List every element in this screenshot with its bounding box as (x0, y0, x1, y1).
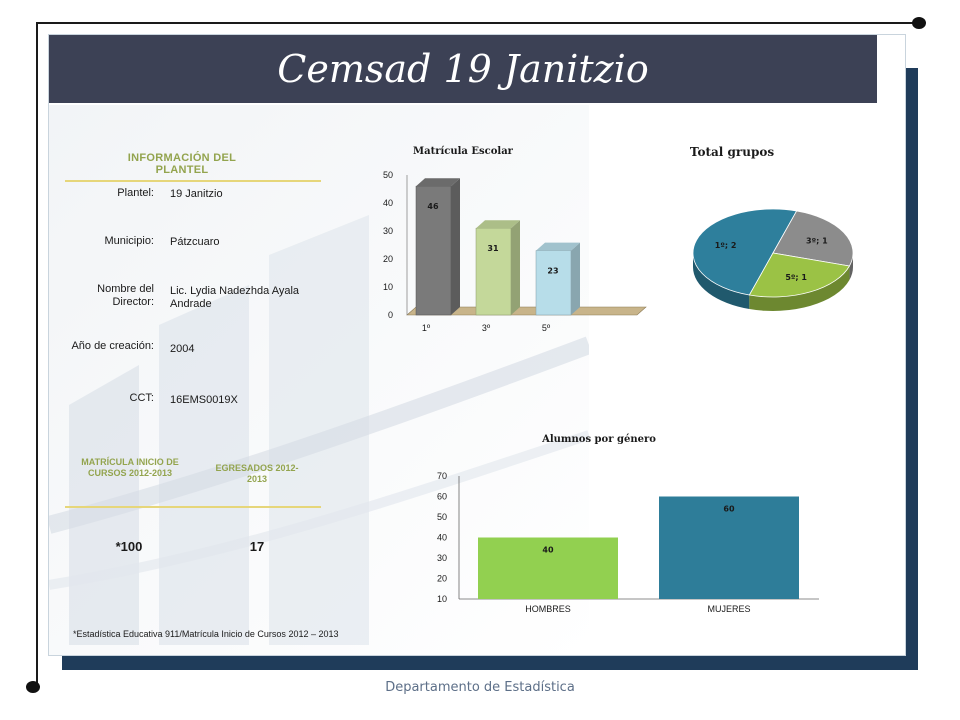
enrollment-bar (535, 250, 572, 316)
cct-value: 16EMS0019X (170, 394, 238, 406)
municipio-label: Municipio: (104, 235, 154, 247)
gender-category-label: MUJERES (707, 604, 750, 614)
info-heading: INFORMACIÓN DEL PLANTEL (127, 152, 237, 176)
gender-y-tick: 50 (437, 512, 447, 522)
matricula-heading: MATRÍCULA INICIO DE CURSOS 2012-2013 (81, 457, 179, 478)
enrollment-data-label: 46 (427, 202, 439, 211)
groups-slice (772, 210, 854, 267)
enrollment-data-label: 31 (487, 244, 499, 253)
enrollment-y-tick: 20 (383, 254, 393, 264)
gender-y-tick: 20 (437, 574, 447, 584)
footnote: *Estadística Educativa 911/Matrícula Ini… (73, 629, 339, 639)
enrollment-bar-top (416, 178, 460, 187)
director-label: Nombre del Director: (97, 283, 154, 308)
gender-category-label: HOMBRES (525, 604, 571, 614)
enrollment-y-tick: 40 (383, 198, 393, 208)
enrollment-bar (475, 227, 512, 316)
municipio-value: Pátzcuaro (170, 236, 220, 248)
gender-bar (659, 496, 799, 599)
enrollment-y-tick: 50 (383, 170, 393, 180)
enrollment-bar-side (511, 220, 520, 315)
page-title: Cemsad 19 Janitzio (277, 47, 649, 91)
creation-year-value: 2004 (170, 343, 195, 355)
gender-bar (478, 537, 618, 599)
egresados-heading: EGRESADOS 2012-2013 (215, 463, 299, 484)
groups-chart: Total grupos 1º; 2 3º; 1 5º; 1 (690, 145, 854, 311)
cct-label: CCT: (129, 392, 154, 404)
enrollment-chart-title: Matrícula Escolar (413, 146, 514, 157)
enrollment-bar-top (476, 220, 520, 229)
groups-slice-label: 5º; 1 (785, 273, 807, 282)
enrollment-bar-side (571, 242, 580, 315)
creation-year-label: Año de creación: (71, 340, 154, 352)
enrollment-bar-side (451, 178, 460, 315)
gender-y-tick: 30 (437, 553, 447, 563)
groups-slice (692, 208, 798, 296)
groups-slice-side (693, 253, 750, 310)
title-bar: Cemsad 19 Janitzio (49, 35, 877, 103)
gender-data-label: 60 (723, 505, 735, 514)
egresados-value: 17 (249, 539, 265, 554)
gender-y-tick: 60 (437, 492, 447, 502)
gender-data-label: 40 (542, 546, 554, 555)
groups-slice (748, 252, 851, 298)
enrollment-category-label: 1º (422, 323, 431, 333)
info-divider-top (65, 180, 321, 182)
enrollment-y-tick: 30 (383, 226, 393, 236)
enrollment-y-tick: 10 (383, 282, 393, 292)
enrollment-y-tick: 0 (388, 310, 393, 320)
frame-left-line (36, 22, 38, 688)
main-panel: Cemsad 19 Janitzio INFORMACIÓN DEL PLANT… (48, 34, 906, 656)
director-value: Lic. Lydia Nadezhda Ayala Andrade (170, 285, 300, 310)
enrollment-chart: Matrícula Escolar 0 10 20 30 40 50 46 1º 31 3º 23 5… (383, 146, 647, 333)
gender-chart: Alumnos por género 10 20 30 40 50 60 70 40 HOMBR… (437, 434, 819, 614)
frame-top-line (36, 22, 918, 24)
frame-dot-top-right (912, 17, 926, 29)
gender-y-tick: 40 (437, 533, 447, 543)
plantel-value: 19 Janitzio (170, 188, 223, 200)
footer-department: Departamento de Estadística (385, 680, 575, 695)
gender-plot: 10 20 30 40 50 60 70 40 HOMBRES 60 MUJERES (437, 471, 819, 614)
background-graphic (49, 105, 589, 655)
enrollment-data-label: 23 (547, 267, 558, 276)
enrollment-category-label: 3º (482, 323, 491, 333)
groups-slice-label: 1º; 2 (715, 241, 737, 250)
plantel-label: Plantel: (117, 187, 154, 199)
groups-pie: 1º; 2 3º; 1 5º; 1 (692, 208, 854, 311)
groups-chart-title: Total grupos (690, 145, 774, 159)
enrollment-bar-top (536, 242, 580, 251)
gender-y-tick: 10 (437, 594, 447, 604)
info-divider-bottom (65, 506, 321, 508)
gender-y-tick: 70 (437, 471, 447, 481)
enrollment-category-label: 5º (542, 323, 551, 333)
frame-dot-bottom-left (26, 681, 40, 693)
groups-slice-side (749, 266, 850, 311)
enrollment-plot: 0 10 20 30 40 50 46 1º 31 3º 23 5º (383, 170, 647, 333)
matricula-value: *100 (115, 539, 143, 554)
groups-slice-label: 3º; 1 (806, 236, 828, 245)
gender-chart-title: Alumnos por género (541, 434, 656, 445)
